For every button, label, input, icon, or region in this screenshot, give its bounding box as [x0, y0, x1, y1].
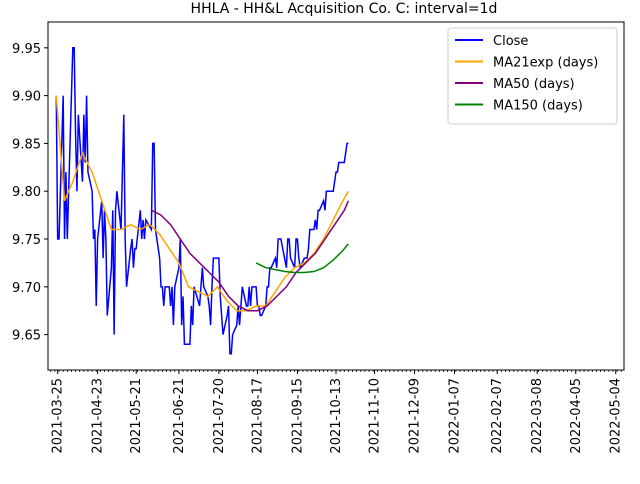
- y-tick-label: 9.70: [12, 281, 41, 296]
- series-line-3: [255, 243, 349, 274]
- y-tick-label: 9.80: [12, 185, 41, 200]
- y-tick-label: 9.95: [12, 42, 41, 57]
- series-layer: [55, 47, 350, 355]
- series-line-2: [151, 200, 350, 312]
- series-line-0: [55, 47, 349, 355]
- x-tick-label: 2021-08-17: [250, 378, 265, 454]
- series-line-1: [55, 95, 350, 312]
- legend-box: [447, 27, 618, 125]
- y-tick-label: 9.65: [12, 329, 41, 344]
- x-tick-label: 2021-11-10: [368, 378, 383, 454]
- legend-label: Close: [493, 34, 528, 49]
- x-tick-label: 2021-12-09: [408, 378, 423, 454]
- y-tick-label: 9.75: [12, 233, 41, 248]
- x-tick-label: 2022-02-07: [490, 378, 505, 454]
- x-tick-label: 2022-03-08: [530, 378, 545, 454]
- legend-label: MA150 (days): [493, 99, 583, 114]
- legend-label: MA21exp (days): [493, 56, 598, 71]
- axes-layer: 2021-03-25 2021-04-23 2021-05-21 2021-06-21…: [12, 42, 624, 454]
- x-tick-label: 2021-10-13: [329, 378, 344, 454]
- y-tick-label: 9.85: [12, 137, 41, 152]
- chart-title: HHLA - HH&L Acquisition Co. C: interval=…: [191, 1, 498, 17]
- y-tick-label: 9.90: [12, 90, 41, 105]
- x-tick-label: 2022-04-05: [569, 378, 584, 454]
- legend: Close MA21exp (days) MA50 (days) MA150 (day…: [447, 27, 618, 125]
- legend-label: MA50 (days): [493, 77, 575, 92]
- x-tick-label: 2022-05-04: [609, 378, 624, 454]
- x-tick-label: 2021-04-23: [91, 378, 106, 454]
- x-tick-label: 2022-01-07: [448, 378, 463, 454]
- x-tick-label: 2021-03-25: [51, 378, 66, 454]
- x-tick-label: 2021-06-21: [172, 378, 187, 454]
- x-tick-label: 2021-09-15: [290, 378, 305, 454]
- x-tick-label: 2021-07-20: [212, 378, 227, 454]
- x-tick-label: 2021-05-21: [129, 378, 144, 454]
